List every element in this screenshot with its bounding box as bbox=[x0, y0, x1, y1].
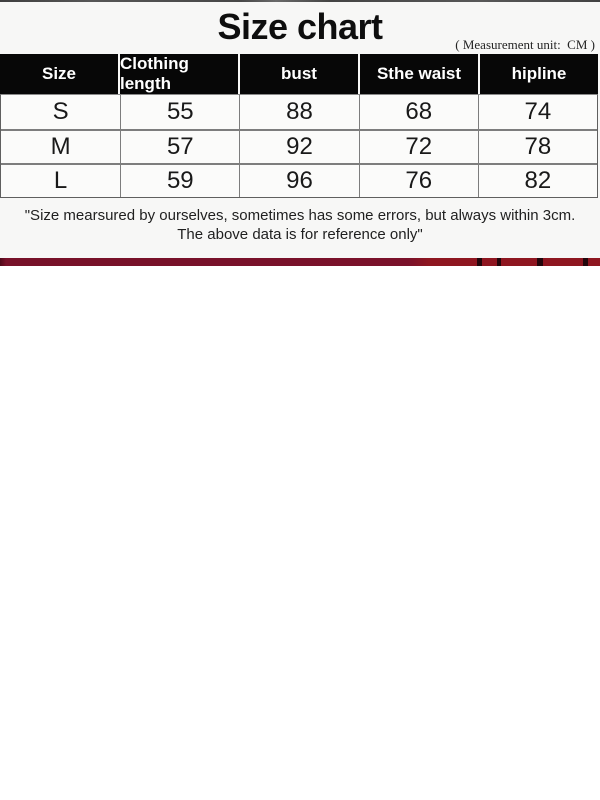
cell-size: L bbox=[53, 167, 68, 194]
strip-mark bbox=[497, 258, 501, 266]
cell-clothing-length: 57 bbox=[120, 131, 239, 163]
column-header-waist: Sthe waist bbox=[360, 54, 478, 94]
cell-hipline: 78 bbox=[477, 131, 597, 163]
column-header-clothing-length: Clothing length bbox=[120, 54, 238, 94]
footnote-line-2: The above data is for reference only" bbox=[177, 226, 423, 243]
size-table: Size Clothing length bust Sthe waist hip… bbox=[0, 54, 598, 198]
cell-waist: 76 bbox=[358, 165, 478, 197]
table-row-m: M 57 92 72 78 bbox=[1, 129, 597, 163]
page-title: Size chart bbox=[217, 6, 383, 47]
strip-mark bbox=[537, 258, 543, 266]
column-header-hipline: hipline bbox=[480, 54, 598, 94]
table-row-s: S 55 88 68 74 bbox=[1, 95, 597, 129]
cell-hipline: 74 bbox=[477, 95, 597, 129]
cell-waist: 72 bbox=[358, 131, 478, 163]
size-table-body: S 55 88 68 74 M 57 92 72 78 L 59 96 76 8… bbox=[0, 94, 598, 198]
footnote-line-1: "Size mearsured by ourselves, sometimes … bbox=[24, 207, 576, 224]
cell-size: M bbox=[50, 133, 71, 160]
footnote: "Size mearsured by ourselves, sometimes … bbox=[0, 206, 600, 244]
top-divider bbox=[0, 0, 600, 2]
cell-hipline: 82 bbox=[477, 165, 597, 197]
table-row-l: L 59 96 76 82 bbox=[1, 163, 597, 197]
strip-mark bbox=[477, 258, 482, 266]
strip-mark bbox=[583, 258, 588, 266]
cell-bust: 92 bbox=[239, 131, 358, 163]
cell-bust: 96 bbox=[239, 165, 358, 197]
cell-clothing-length: 55 bbox=[120, 95, 239, 129]
column-header-size: Size bbox=[0, 54, 118, 94]
column-header-bust: bust bbox=[240, 54, 358, 94]
accent-strip bbox=[0, 258, 600, 266]
measurement-unit-note: ( Measurement unit: CM ) bbox=[455, 37, 595, 52]
size-table-header-row: Size Clothing length bust Sthe waist hip… bbox=[0, 54, 598, 94]
cell-bust: 88 bbox=[239, 95, 358, 129]
cell-waist: 68 bbox=[358, 95, 478, 129]
cell-size: S bbox=[52, 98, 69, 125]
cell-clothing-length: 59 bbox=[120, 165, 239, 197]
